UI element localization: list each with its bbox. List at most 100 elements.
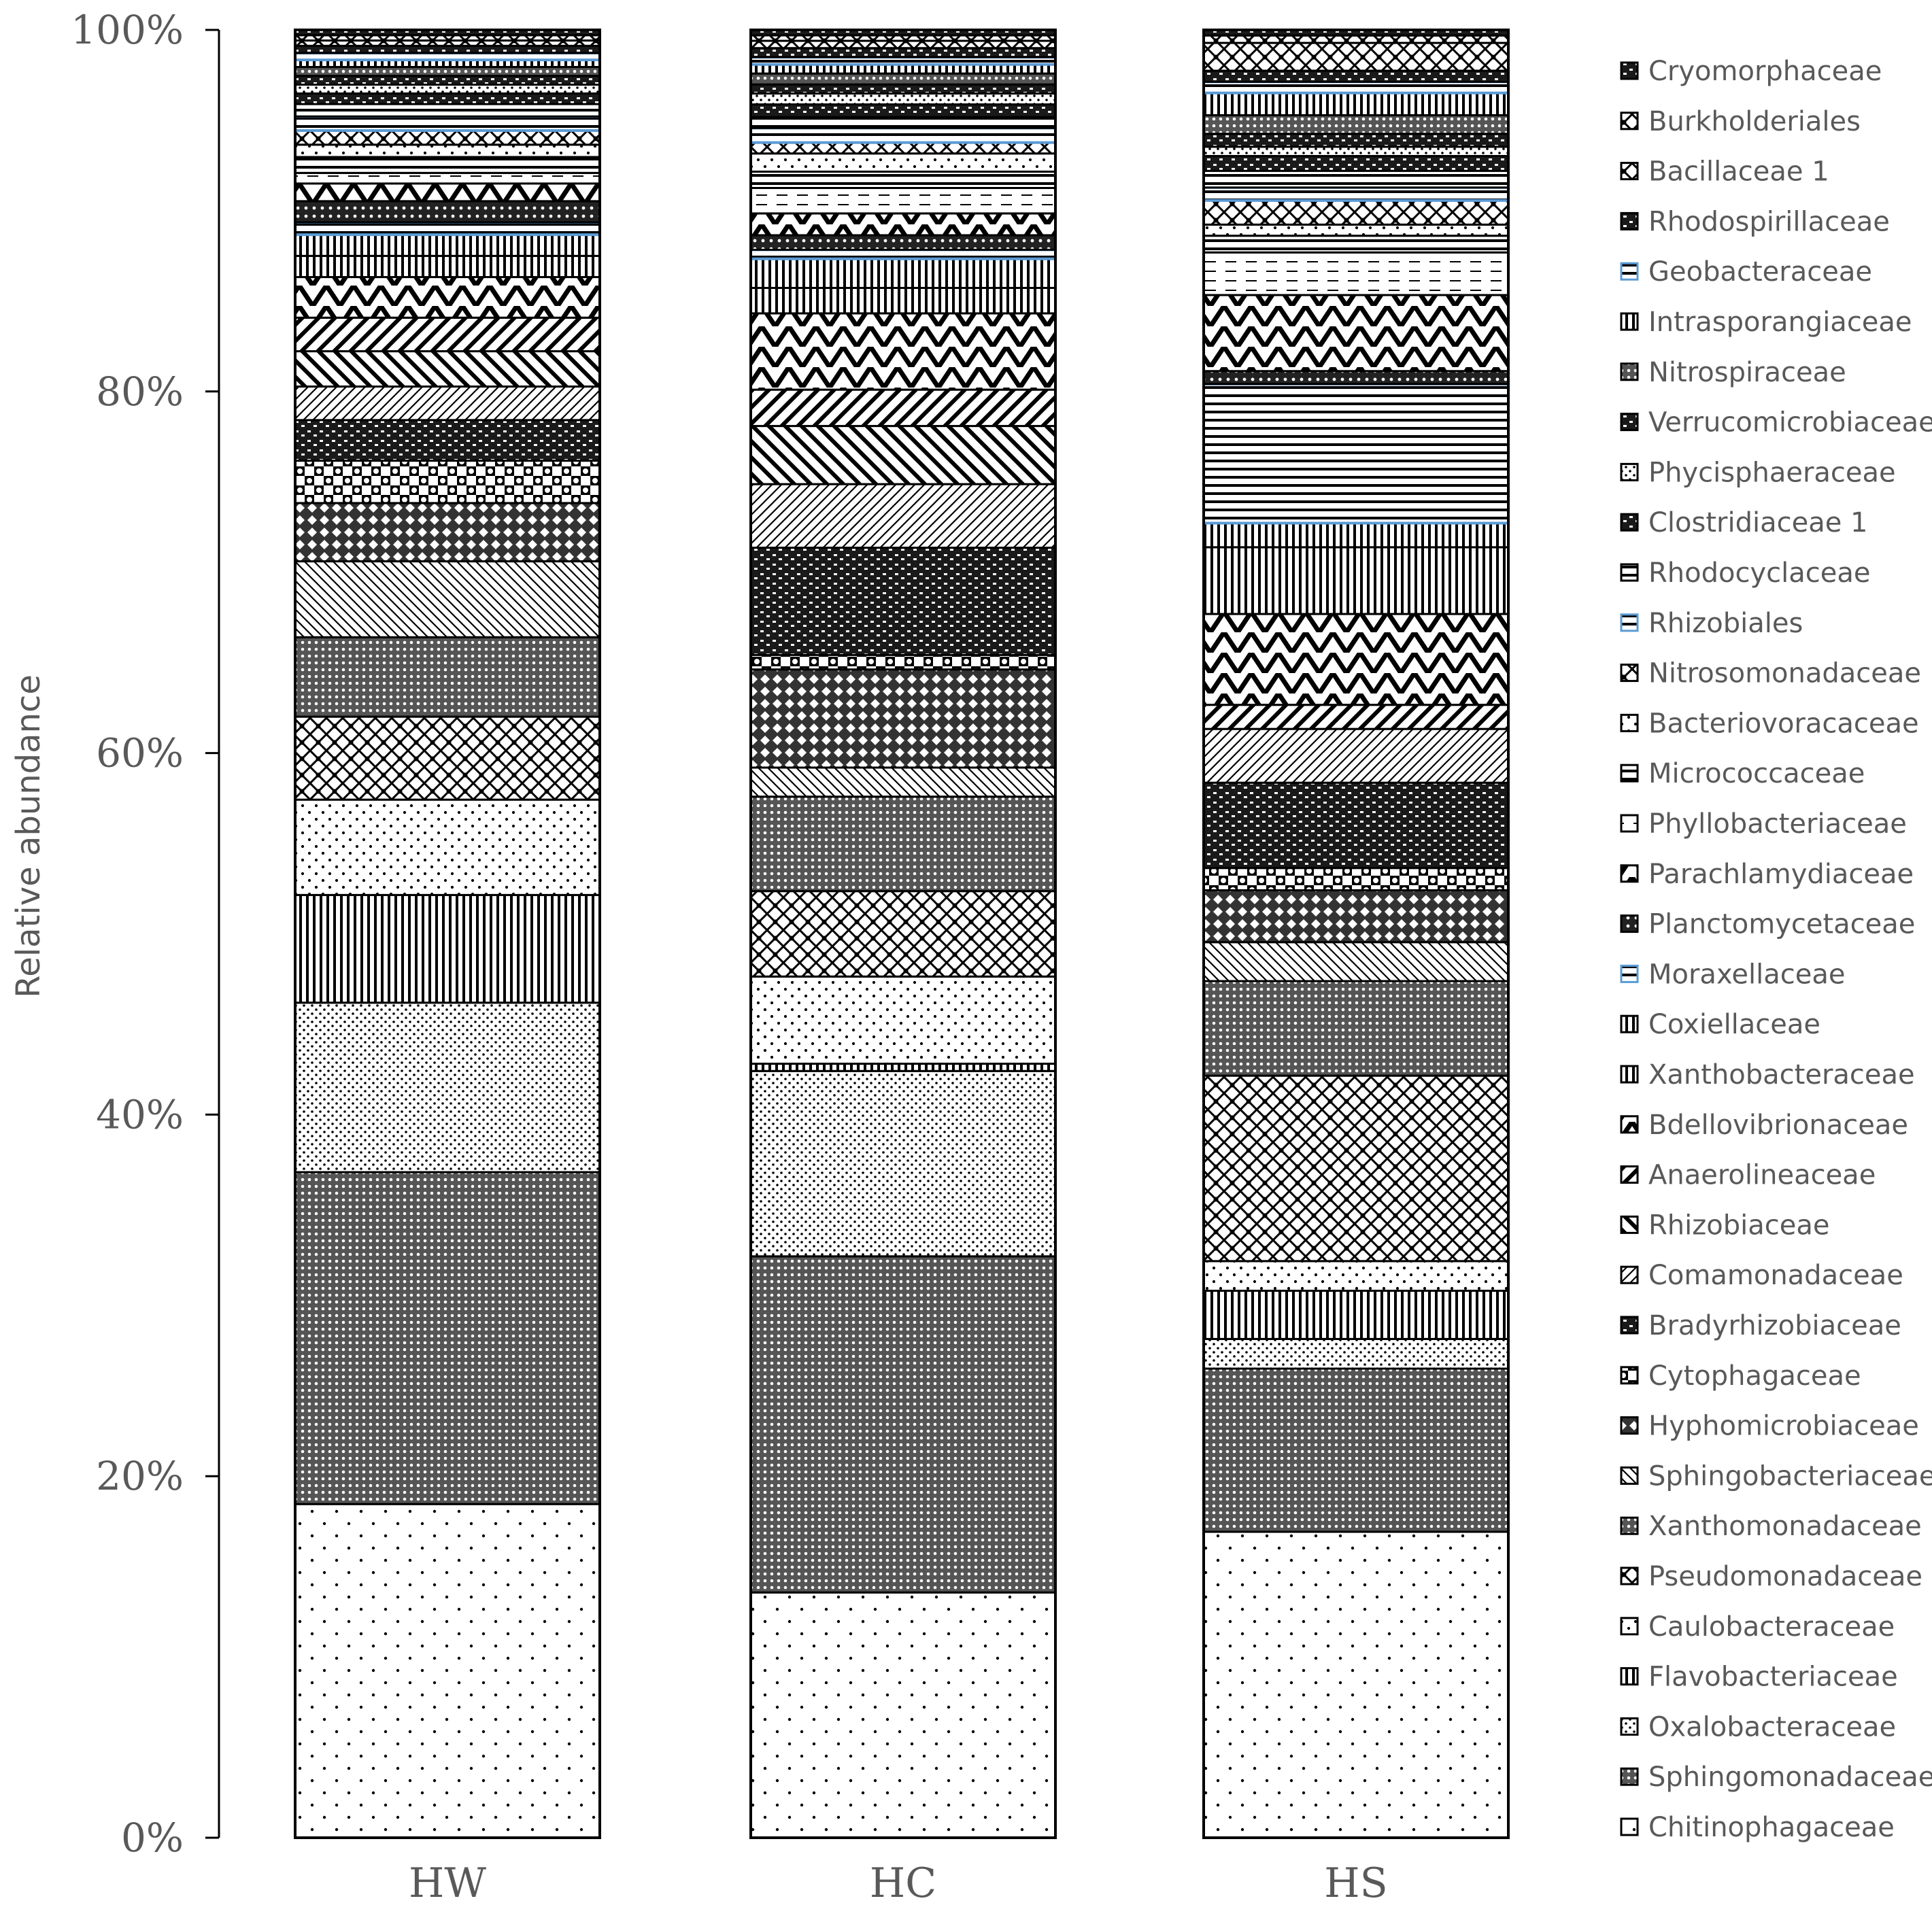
segment-hw-parachlamydiaceae xyxy=(294,182,601,203)
legend-item: Flavobacteriaceae xyxy=(1620,1662,1898,1693)
segment-hs-anaerolineaceae xyxy=(1202,704,1510,730)
legend-item: Moraxellaceae xyxy=(1620,959,1845,990)
segment-hw-verrucomicrobiaceae xyxy=(294,75,601,86)
segment-hw-rhodocyclaceae xyxy=(294,103,601,118)
segment-hw-geobacteraceae xyxy=(294,51,601,62)
legend-swatch xyxy=(1620,211,1639,230)
segment-hc-intrasporangiaceae xyxy=(749,63,1057,75)
segment-hs-sphingomonadaceae xyxy=(1202,1367,1510,1533)
bar-hc xyxy=(749,29,1057,1839)
segment-hw-bdellovibrionaceae xyxy=(294,276,601,319)
segment-hw-xanthomonadaceae xyxy=(294,636,601,718)
segment-hw-anaerolineaceae xyxy=(294,316,601,353)
segment-hw-phyllobacteriaceae xyxy=(294,171,601,185)
segment-hs-pseudomonadaceae xyxy=(1202,1074,1510,1263)
segment-hc-anaerolineaceae xyxy=(749,388,1057,428)
legend-swatch xyxy=(1620,1316,1639,1335)
segment-hs-burkholderiales xyxy=(1202,34,1510,44)
segment-hs-oxalobacteraceae xyxy=(1202,1337,1510,1370)
legend-swatch xyxy=(1620,1817,1639,1836)
segment-hs-cytophagaceae xyxy=(1202,867,1510,891)
legend-label: Clostridiaceae 1 xyxy=(1648,507,1868,538)
segment-hw-cytophagaceae xyxy=(294,460,601,504)
legend-label: Xanthomonadaceae xyxy=(1648,1511,1922,1542)
legend-label: Bdellovibrionaceae xyxy=(1648,1110,1908,1141)
legend-swatch xyxy=(1620,112,1639,131)
bar-outline-hw xyxy=(294,29,601,1839)
legend-label: Rhizobiales xyxy=(1648,608,1803,639)
segment-hs-parachlamydiaceae xyxy=(1202,294,1510,373)
legend-label: Nitrospiraceae xyxy=(1648,357,1846,388)
segment-hc-nitrosomonadaceae xyxy=(749,141,1057,155)
segment-hc-bacteriovoracaceae xyxy=(749,152,1057,173)
legend-label: Verrucomicrobiaceae xyxy=(1648,407,1932,439)
legend-swatch xyxy=(1620,664,1639,683)
legend-swatch xyxy=(1620,1014,1639,1033)
legend-label: Sphingobacteriaceae xyxy=(1648,1460,1932,1492)
segment-hs-bdellovibrionaceae xyxy=(1202,613,1510,706)
legend-swatch xyxy=(1620,1516,1639,1535)
segment-hs-verrucomicrobiaceae xyxy=(1202,133,1510,148)
legend-swatch xyxy=(1620,563,1639,582)
legend-item: Xanthobacteraceae xyxy=(1620,1059,1915,1091)
segment-hs-xanthobacteraceae xyxy=(1202,546,1510,615)
y-tick-label: 100% xyxy=(71,7,184,53)
segment-hs-phycisphaeraceae xyxy=(1202,145,1510,157)
y-axis: 0% 20% 40% 60% 80% 100% xyxy=(71,7,220,1861)
legend-item: Intrasporangiaceae xyxy=(1620,307,1912,338)
legend-swatch xyxy=(1620,513,1639,532)
bar-outline-hs xyxy=(1202,29,1510,1839)
segment-hc-rhodocyclaceae xyxy=(749,116,1057,129)
segment-hc-flavobacteriaceae xyxy=(749,1063,1057,1072)
legend-label: Phyllobacteriaceae xyxy=(1648,808,1907,840)
legend-swatch xyxy=(1620,162,1639,181)
legend-swatch xyxy=(1620,362,1639,381)
segment-hc-bdellovibrionaceae xyxy=(749,312,1057,391)
legend-item: Rhizobiales xyxy=(1620,608,1803,639)
legend-label: Hyphomicrobiaceae xyxy=(1648,1411,1919,1442)
segment-hw-planctomycetaceae xyxy=(294,200,601,224)
legend-label: Oxalobacteraceae xyxy=(1648,1711,1896,1743)
legend-item: Coxiellaceae xyxy=(1620,1009,1820,1040)
segment-hs-coxiellaceae xyxy=(1202,521,1510,549)
legend-item: Bdellovibrionaceae xyxy=(1620,1110,1908,1141)
legend-swatch xyxy=(1620,1265,1639,1284)
segment-hc-oxalobacteraceae xyxy=(749,1069,1057,1258)
legend-label: Geobacteraceae xyxy=(1648,256,1872,288)
segment-hw-phycisphaeraceae xyxy=(294,83,601,95)
y-tick-label: 40% xyxy=(96,1091,184,1137)
segment-hs-comamonadaceae xyxy=(1202,727,1510,784)
x-tick-label: HW xyxy=(409,1859,486,1907)
legend-swatch xyxy=(1620,764,1639,783)
legend-item: Nitrosomonadaceae xyxy=(1620,658,1921,689)
legend-swatch xyxy=(1620,61,1639,80)
segment-hs-rhodocyclaceae xyxy=(1202,169,1510,189)
segment-hs-hyphomicrobiaceae xyxy=(1202,889,1510,944)
legend-item: Rhizobiaceae xyxy=(1620,1210,1829,1241)
segment-hw-rhodospirillaceae xyxy=(294,44,601,54)
segment-hs-intrasporangiaceae xyxy=(1202,92,1510,116)
legend-swatch xyxy=(1620,312,1639,331)
legend-label: Rhodospirillaceae xyxy=(1648,206,1890,237)
x-tick-label: HC xyxy=(870,1859,936,1907)
legend-swatch xyxy=(1620,1717,1639,1736)
legend-swatch xyxy=(1620,1617,1639,1636)
legend-label: Cytophagaceae xyxy=(1648,1360,1861,1392)
legend-swatch xyxy=(1620,1215,1639,1234)
segment-hs-clostridiaceae-1 xyxy=(1202,154,1510,172)
segment-hs-sphingobacteriaceae xyxy=(1202,941,1510,982)
legend-label: Rhodocyclaceae xyxy=(1648,558,1870,589)
legend-swatch xyxy=(1620,964,1639,983)
segment-hw-micrococcaceae xyxy=(294,156,601,174)
segment-hs-phyllobacteriaceae xyxy=(1202,251,1510,296)
legend-label: Micrococcaceae xyxy=(1648,758,1865,789)
segment-hw-pseudomonadaceae xyxy=(294,715,601,801)
legend-swatch xyxy=(1620,1416,1639,1435)
legend-item: Oxalobacteraceae xyxy=(1620,1711,1896,1743)
segment-hc-nitrospiraceae xyxy=(749,72,1057,86)
segment-hs-flavobacteriaceae xyxy=(1202,1289,1510,1340)
legend-item: Bradyrhizobiaceae xyxy=(1620,1310,1901,1341)
y-axis-title: Relative abundance xyxy=(10,674,48,998)
legend-item: Comamonadaceae xyxy=(1620,1260,1903,1291)
segment-hc-moraxellaceae xyxy=(749,248,1057,260)
